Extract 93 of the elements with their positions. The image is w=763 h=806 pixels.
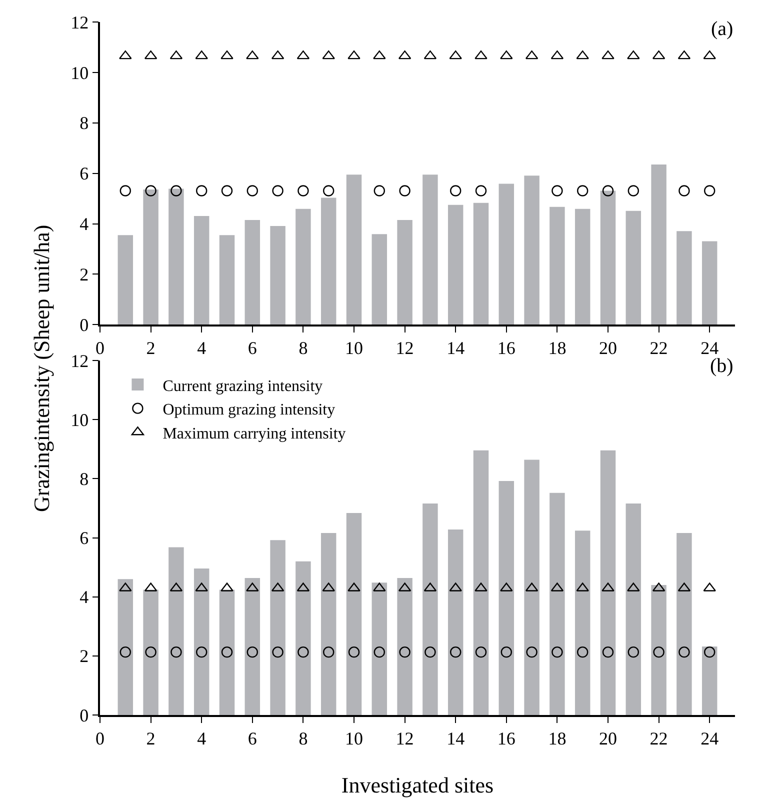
y-tick-label: 4 [80, 214, 89, 234]
bar [448, 529, 464, 715]
bar [372, 234, 388, 325]
x-tick-label: 4 [197, 338, 206, 358]
bar [296, 561, 311, 715]
bar [270, 540, 286, 715]
y-axis-title: Grazingintensity (Sheep unit/ha) [28, 224, 54, 512]
bar [422, 174, 438, 325]
x-tick-label: 16 [497, 728, 516, 748]
y-tick-label: 6 [80, 164, 89, 184]
bar [550, 206, 565, 325]
x-tick-label: 24 [700, 728, 719, 748]
y-tick-label: 10 [70, 62, 89, 83]
y-tick-label: 4 [80, 587, 89, 608]
legend-label: Maximum carrying intensity [162, 425, 346, 442]
bar [651, 164, 666, 325]
y-tick-label: 0 [80, 314, 89, 335]
y-tick-label: 12 [70, 350, 89, 371]
bar [524, 176, 540, 325]
legend-label: Current grazing intensity [162, 378, 323, 395]
bar [219, 590, 235, 715]
bar [346, 512, 362, 715]
x-tick-label: 20 [599, 338, 617, 358]
bar [473, 202, 489, 325]
bar [194, 216, 210, 325]
bar [346, 174, 362, 325]
y-tick-label: 6 [80, 528, 89, 548]
x-tick-label: 12 [396, 338, 414, 358]
bar [372, 582, 388, 715]
y-tick-label: 8 [80, 468, 89, 489]
bar [397, 220, 412, 325]
x-tick-label: 4 [197, 728, 206, 748]
bar [676, 231, 692, 325]
x-tick-label: 20 [599, 728, 617, 748]
bar [118, 579, 134, 715]
bar [702, 646, 718, 715]
x-tick-label: 8 [298, 338, 308, 358]
bar [219, 235, 235, 325]
bar [524, 460, 540, 715]
x-tick-label: 22 [650, 728, 668, 748]
x-tick-label: 10 [345, 338, 363, 358]
x-tick-label: 16 [497, 338, 516, 358]
bar [600, 190, 616, 325]
x-tick-label: 18 [548, 338, 566, 358]
bar [244, 220, 260, 325]
x-tick-label: 12 [396, 728, 414, 748]
x-tick-label: 2 [146, 728, 156, 748]
bar [448, 204, 464, 325]
y-tick-label: 10 [70, 410, 89, 430]
x-tick-label: 2 [146, 338, 156, 358]
bar [397, 578, 412, 715]
x-tick-label: 14 [446, 338, 465, 358]
bar [422, 504, 438, 715]
bar [702, 241, 718, 325]
x-tick-label: 10 [345, 728, 363, 748]
y-tick-label: 2 [80, 264, 89, 285]
y-tick-label: 8 [80, 113, 89, 134]
x-tick-label: 0 [96, 728, 104, 748]
bar [320, 198, 336, 325]
bar [143, 189, 158, 325]
bar [626, 210, 642, 325]
bar [143, 590, 158, 715]
y-tick-label: 2 [80, 646, 89, 666]
annotation: (a) [711, 18, 734, 40]
bar [320, 533, 336, 715]
y-tick-label: 0 [80, 705, 89, 726]
bar [651, 585, 666, 715]
bar [168, 188, 184, 325]
x-tick-label: 6 [248, 338, 257, 358]
bar [626, 504, 642, 715]
bar [270, 226, 286, 325]
legend-label: Optimum grazing intensity [162, 402, 336, 419]
bar [498, 481, 514, 715]
bar [600, 450, 616, 715]
x-tick-label: 0 [96, 338, 104, 358]
y-tick-label: 12 [70, 12, 89, 32]
bar [244, 578, 260, 715]
bar [574, 208, 590, 325]
bar [676, 533, 692, 715]
x-tick-label: 6 [248, 728, 257, 748]
x-tick-label: 8 [298, 728, 308, 748]
bar [550, 492, 565, 715]
bar [194, 568, 210, 715]
bar [118, 235, 134, 325]
x-tick-label: 22 [650, 338, 668, 358]
bar [498, 184, 514, 325]
x-axis-title: Investigated sites [341, 772, 494, 798]
bar [574, 530, 590, 715]
bar [473, 450, 489, 715]
bar [168, 547, 184, 715]
bar [296, 208, 311, 325]
x-tick-label: 14 [446, 728, 465, 748]
x-tick-label: 18 [548, 728, 566, 748]
